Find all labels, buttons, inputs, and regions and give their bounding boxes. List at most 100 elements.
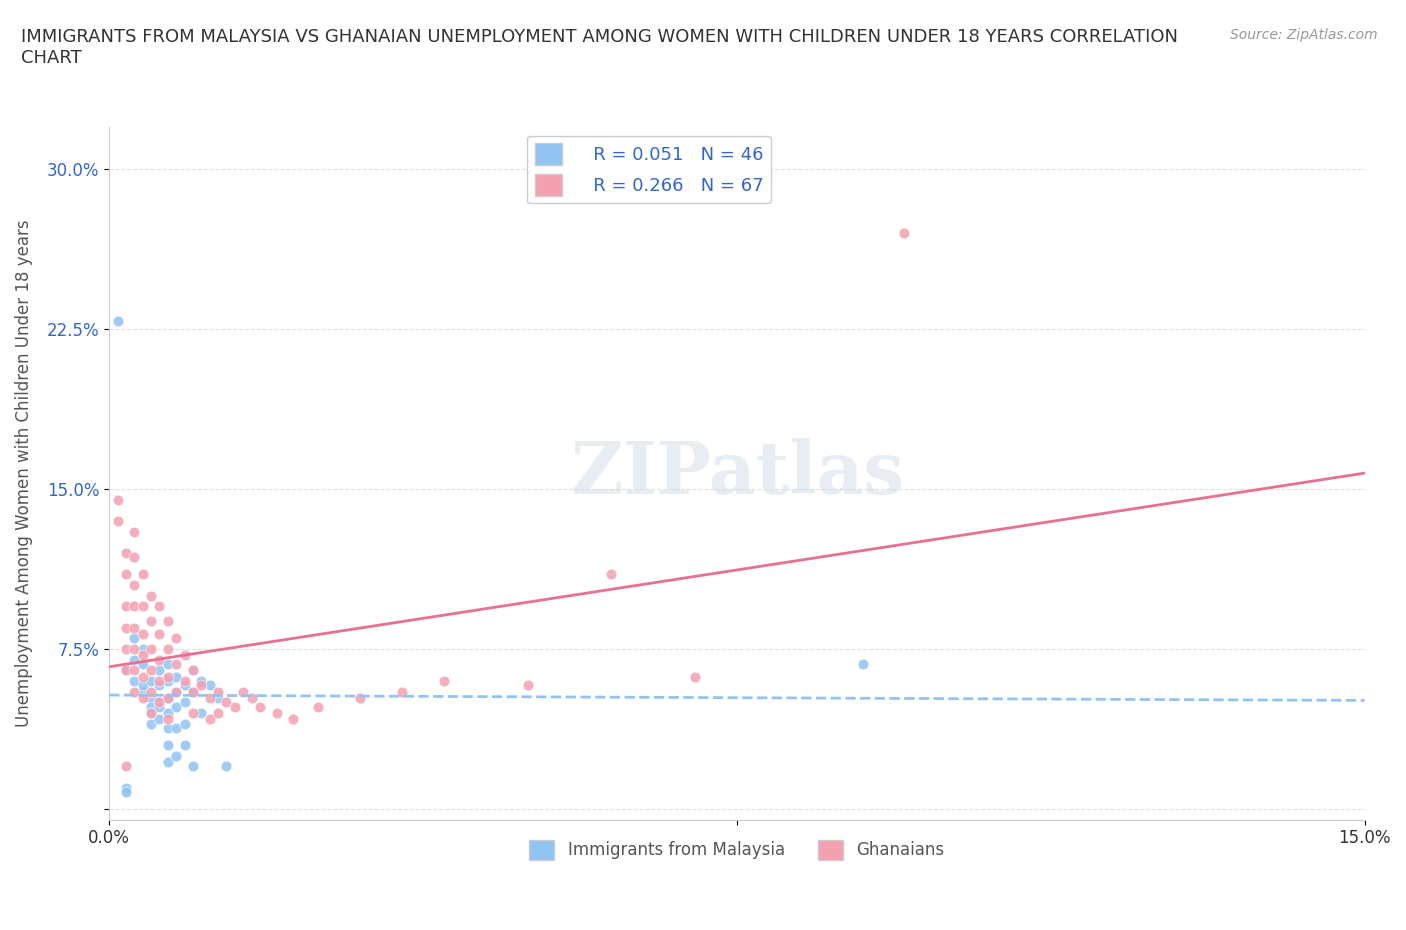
Point	[215, 759, 238, 774]
Point	[115, 642, 138, 657]
Point	[198, 691, 221, 706]
Point	[308, 699, 330, 714]
Point	[115, 784, 138, 799]
Point	[115, 599, 138, 614]
Point	[115, 546, 138, 561]
Point	[240, 691, 263, 706]
Point	[349, 691, 371, 706]
Point	[139, 699, 162, 714]
Point	[148, 599, 170, 614]
Point	[132, 648, 155, 663]
Point	[124, 652, 146, 667]
Point	[232, 684, 254, 699]
Point	[181, 663, 204, 678]
Point	[115, 620, 138, 635]
Point	[391, 684, 413, 699]
Point	[165, 748, 187, 763]
Point	[173, 673, 195, 688]
Point	[516, 678, 538, 693]
Point	[124, 642, 146, 657]
Point	[181, 684, 204, 699]
Point	[156, 721, 179, 736]
Point	[139, 663, 162, 678]
Point	[115, 663, 138, 678]
Point	[156, 691, 179, 706]
Point	[124, 578, 146, 592]
Point	[173, 678, 195, 693]
Point	[139, 673, 162, 688]
Point	[165, 684, 187, 699]
Text: Source: ZipAtlas.com: Source: ZipAtlas.com	[1230, 28, 1378, 42]
Point	[124, 663, 146, 678]
Point	[851, 657, 873, 671]
Point	[198, 711, 221, 726]
Point	[249, 699, 271, 714]
Point	[190, 706, 212, 721]
Point	[139, 706, 162, 721]
Point	[107, 492, 129, 507]
Point	[139, 706, 162, 721]
Point	[115, 663, 138, 678]
Point	[181, 663, 204, 678]
Point	[132, 642, 155, 657]
Point	[148, 678, 170, 693]
Point	[124, 599, 146, 614]
Point	[190, 673, 212, 688]
Point	[173, 737, 195, 752]
Point	[165, 721, 187, 736]
Point	[165, 631, 187, 645]
Point	[115, 759, 138, 774]
Point	[124, 673, 146, 688]
Legend: Immigrants from Malaysia, Ghanaians: Immigrants from Malaysia, Ghanaians	[523, 833, 952, 867]
Point	[165, 670, 187, 684]
Point	[190, 678, 212, 693]
Point	[198, 678, 221, 693]
Point	[173, 695, 195, 710]
Point	[156, 657, 179, 671]
Point	[148, 695, 170, 710]
Point	[156, 691, 179, 706]
Point	[139, 614, 162, 629]
Point	[266, 706, 288, 721]
Point	[156, 754, 179, 769]
Point	[139, 716, 162, 731]
Text: IMMIGRANTS FROM MALAYSIA VS GHANAIAN UNEMPLOYMENT AMONG WOMEN WITH CHILDREN UNDE: IMMIGRANTS FROM MALAYSIA VS GHANAIAN UNE…	[21, 28, 1178, 67]
Point	[156, 642, 179, 657]
Point	[224, 699, 246, 714]
Point	[215, 695, 238, 710]
Point	[156, 737, 179, 752]
Point	[148, 695, 170, 710]
Text: ZIPatlas: ZIPatlas	[569, 438, 904, 509]
Point	[893, 226, 915, 241]
Point	[139, 691, 162, 706]
Point	[124, 620, 146, 635]
Point	[433, 673, 456, 688]
Point	[132, 567, 155, 582]
Point	[132, 599, 155, 614]
Point	[148, 663, 170, 678]
Point	[683, 670, 706, 684]
Point	[115, 567, 138, 582]
Point	[165, 657, 187, 671]
Point	[148, 699, 170, 714]
Point	[139, 642, 162, 657]
Point	[148, 673, 170, 688]
Point	[156, 673, 179, 688]
Point	[132, 627, 155, 642]
Point	[148, 711, 170, 726]
Point	[156, 706, 179, 721]
Point	[181, 759, 204, 774]
Point	[207, 706, 229, 721]
Point	[600, 567, 623, 582]
Point	[148, 627, 170, 642]
Point	[139, 684, 162, 699]
Point	[156, 670, 179, 684]
Point	[173, 716, 195, 731]
Point	[132, 684, 155, 699]
Point	[132, 657, 155, 671]
Point	[156, 614, 179, 629]
Point	[207, 691, 229, 706]
Point	[207, 684, 229, 699]
Point	[156, 711, 179, 726]
Point	[132, 691, 155, 706]
